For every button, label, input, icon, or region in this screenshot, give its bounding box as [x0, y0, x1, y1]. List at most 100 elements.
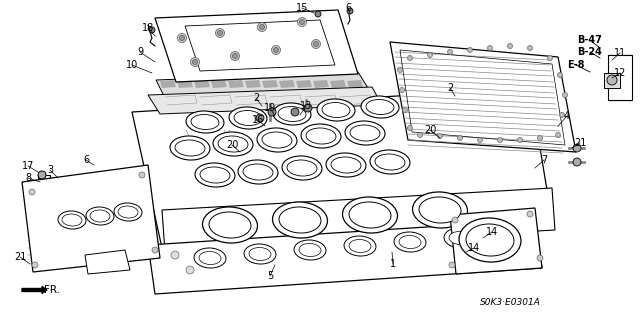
Circle shape: [508, 43, 513, 48]
Text: 12: 12: [614, 68, 626, 78]
Circle shape: [449, 262, 455, 268]
Ellipse shape: [282, 156, 322, 180]
Ellipse shape: [301, 124, 341, 148]
Circle shape: [527, 211, 533, 217]
Ellipse shape: [218, 136, 248, 152]
Circle shape: [191, 57, 200, 66]
Ellipse shape: [244, 244, 276, 264]
Ellipse shape: [213, 132, 253, 156]
Text: 1: 1: [390, 259, 396, 269]
Circle shape: [559, 113, 564, 117]
Ellipse shape: [349, 240, 371, 253]
Ellipse shape: [331, 157, 361, 173]
Circle shape: [186, 266, 194, 274]
Circle shape: [347, 8, 353, 14]
Polygon shape: [194, 80, 210, 88]
Ellipse shape: [375, 154, 405, 170]
Circle shape: [268, 108, 276, 116]
Text: 7: 7: [541, 155, 547, 165]
Ellipse shape: [287, 160, 317, 176]
Text: 10: 10: [126, 60, 138, 70]
Text: B-47: B-47: [577, 35, 602, 45]
Circle shape: [230, 51, 239, 61]
Ellipse shape: [243, 164, 273, 180]
Circle shape: [452, 217, 458, 223]
Circle shape: [488, 46, 493, 50]
Circle shape: [408, 125, 413, 130]
Circle shape: [257, 23, 266, 32]
Polygon shape: [132, 88, 552, 248]
Polygon shape: [148, 220, 542, 294]
Text: E-8: E-8: [567, 60, 585, 70]
Polygon shape: [296, 80, 312, 88]
Text: 19: 19: [264, 103, 276, 113]
Ellipse shape: [349, 202, 391, 228]
Text: 3: 3: [47, 165, 53, 175]
Text: 20: 20: [226, 140, 238, 150]
Text: 11: 11: [614, 48, 626, 58]
Circle shape: [403, 108, 408, 113]
Ellipse shape: [294, 240, 326, 260]
Ellipse shape: [394, 232, 426, 252]
Ellipse shape: [345, 121, 385, 145]
Circle shape: [607, 75, 617, 85]
Polygon shape: [390, 42, 576, 152]
Circle shape: [397, 68, 403, 72]
Ellipse shape: [234, 110, 262, 125]
Ellipse shape: [366, 100, 394, 115]
Text: 8: 8: [25, 173, 31, 183]
Circle shape: [152, 247, 158, 253]
Ellipse shape: [399, 235, 421, 249]
Ellipse shape: [344, 236, 376, 256]
Polygon shape: [85, 250, 130, 274]
Polygon shape: [155, 10, 358, 82]
Polygon shape: [330, 80, 346, 88]
Circle shape: [218, 31, 223, 35]
Ellipse shape: [229, 107, 267, 129]
Ellipse shape: [444, 228, 476, 248]
Text: FR.: FR.: [44, 285, 60, 295]
Text: 2: 2: [253, 93, 259, 103]
Text: 6: 6: [345, 3, 351, 13]
Text: 18: 18: [142, 23, 154, 33]
Ellipse shape: [257, 128, 297, 152]
Ellipse shape: [273, 103, 311, 125]
Circle shape: [193, 60, 198, 64]
Ellipse shape: [262, 132, 292, 148]
Polygon shape: [162, 188, 555, 252]
Circle shape: [438, 133, 442, 138]
Circle shape: [547, 56, 552, 61]
Polygon shape: [279, 80, 295, 88]
Circle shape: [179, 35, 184, 41]
Polygon shape: [245, 80, 261, 88]
Text: 15: 15: [296, 3, 308, 13]
Polygon shape: [211, 80, 227, 88]
Circle shape: [556, 132, 561, 137]
Circle shape: [149, 27, 155, 33]
Ellipse shape: [350, 125, 380, 141]
Ellipse shape: [62, 214, 82, 226]
Circle shape: [177, 33, 186, 42]
Ellipse shape: [279, 207, 321, 233]
Circle shape: [300, 19, 305, 25]
Ellipse shape: [273, 202, 328, 238]
Circle shape: [527, 46, 532, 50]
Circle shape: [314, 41, 319, 47]
Circle shape: [315, 11, 321, 17]
Circle shape: [312, 40, 321, 48]
Text: 14: 14: [486, 227, 498, 237]
Ellipse shape: [170, 136, 210, 160]
Polygon shape: [604, 73, 620, 88]
Polygon shape: [160, 80, 176, 88]
Circle shape: [273, 48, 278, 53]
Ellipse shape: [459, 218, 521, 262]
Ellipse shape: [191, 115, 219, 130]
Circle shape: [171, 251, 179, 259]
Circle shape: [417, 132, 422, 137]
Circle shape: [573, 158, 581, 166]
Circle shape: [259, 25, 264, 29]
Circle shape: [29, 189, 35, 195]
Ellipse shape: [413, 192, 467, 228]
Text: 9: 9: [137, 47, 143, 57]
Circle shape: [537, 255, 543, 261]
